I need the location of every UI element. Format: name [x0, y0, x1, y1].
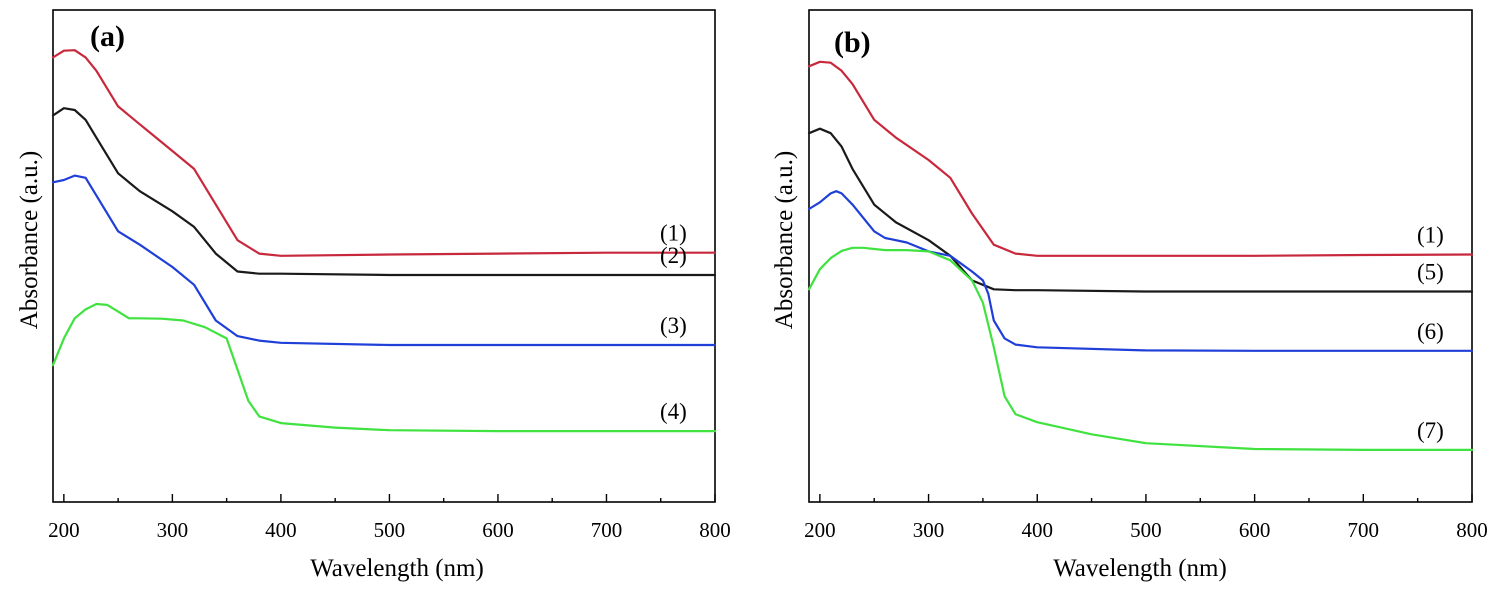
- x-tick-label: 300: [157, 518, 189, 542]
- panel-a: (a) Absorbance (a.u.) Wavelength (nm) 20…: [16, 9, 731, 582]
- x-tick-label: 200: [804, 518, 836, 542]
- x-tick-label: 400: [1021, 518, 1053, 542]
- x-tick-label: 300: [913, 518, 945, 542]
- x-ticks-b: 200 300 400 500 600 700 800: [804, 494, 1488, 542]
- series-line: [807, 60, 1474, 257]
- series-label: (6): [1417, 319, 1444, 344]
- series-curves-b: [807, 60, 1474, 451]
- series-line: [51, 107, 717, 277]
- x-ticks-a: 200 300 400 500 600 700 800: [48, 494, 731, 542]
- series-label: (7): [1417, 418, 1444, 443]
- x-tick-label: 700: [1348, 518, 1380, 542]
- panel-letter-b: (b): [834, 26, 871, 59]
- series-label: (2): [660, 243, 687, 268]
- series-label: (5): [1417, 260, 1444, 285]
- series-labels-b: (1) (5) (6) (7): [1417, 223, 1444, 443]
- panel-b: (b) Absorbance (a.u.) Wavelength (nm) 20…: [771, 9, 1488, 582]
- y-axis-label-b: Absorbance (a.u.): [771, 151, 798, 329]
- x-tick-label: 500: [374, 518, 406, 542]
- series-line: [807, 246, 1474, 451]
- x-tick-label: 200: [48, 518, 80, 542]
- series-line: [51, 302, 717, 433]
- x-axis-label-b: Wavelength (nm): [1053, 555, 1227, 582]
- series-line: [51, 49, 717, 257]
- series-label: (1): [1417, 223, 1444, 248]
- series-labels-a: (1)(2) (3) (4): [660, 221, 687, 424]
- x-tick-label: 500: [1130, 518, 1162, 542]
- series-label: (1): [660, 221, 687, 246]
- y-axis-label-a: Absorbance (a.u.): [16, 151, 43, 329]
- x-tick-label: 700: [591, 518, 623, 542]
- series-curves-a: [51, 49, 717, 433]
- x-tick-label: 400: [265, 518, 297, 542]
- series-label: (3): [660, 313, 687, 338]
- x-tick-label: 600: [1239, 518, 1271, 542]
- x-tick-label: 800: [1456, 518, 1488, 542]
- series-line: [51, 174, 717, 347]
- x-tick-label: 600: [482, 518, 514, 542]
- plot-frame-b: [808, 9, 1473, 503]
- x-tick-label: 800: [699, 518, 731, 542]
- series-label: (4): [660, 399, 687, 424]
- series-line: [807, 190, 1474, 352]
- x-axis-label-a: Wavelength (nm): [310, 555, 484, 582]
- panel-letter-a: (a): [90, 20, 125, 53]
- plot-frame-a: [52, 9, 716, 503]
- series-line: [807, 127, 1474, 293]
